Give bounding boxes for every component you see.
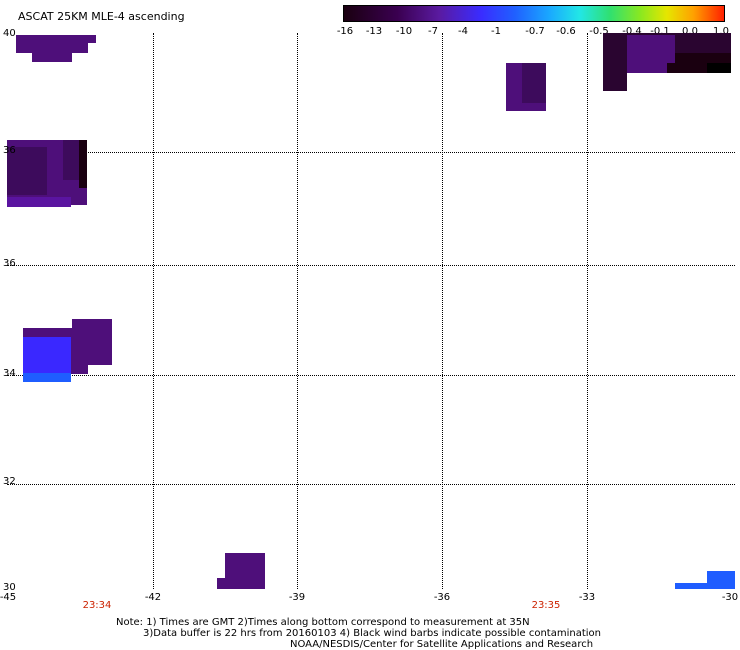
y-tick-label: 40 (3, 28, 16, 39)
x-tick-label: -33 (578, 592, 596, 603)
colorbar-label: -0.5 (589, 26, 609, 37)
grid-line-horizontal (7, 375, 735, 376)
y-tick-label: 36 (3, 145, 16, 156)
colorbar (343, 5, 725, 22)
grid-line-horizontal (7, 484, 735, 485)
grid-line-vertical (153, 33, 154, 589)
grid-line-vertical (442, 33, 443, 589)
colorbar-label: -0.6 (556, 26, 576, 37)
grid-line-vertical (297, 33, 298, 589)
x-tick-label: -39 (288, 592, 306, 603)
colorbar-label: -0.7 (525, 26, 545, 37)
colorbar-label: -1 (491, 26, 501, 37)
map-plot-area (7, 33, 735, 589)
grid-line-horizontal (7, 265, 735, 266)
y-tick-label: 32 (3, 476, 16, 487)
colorbar-label: 1.0 (713, 26, 729, 37)
grid-line-horizontal (7, 152, 735, 153)
y-tick-label: 36 (3, 258, 16, 269)
note-line: 3)Data buffer is 22 hrs from 20160103 4)… (143, 628, 601, 639)
colorbar-label: -16 (336, 26, 354, 37)
colorbar-label: -0.4 (622, 26, 642, 37)
y-tick-label: 34 (3, 368, 16, 379)
colorbar-label: -0.1 (650, 26, 670, 37)
grid-line-vertical (587, 33, 588, 589)
x-tick-label: -30 (721, 592, 739, 603)
x-tick-label: -45 (0, 592, 17, 603)
colorbar-label: -13 (365, 26, 383, 37)
credit-line: NOAA/NESDIS/Center for Satellite Applica… (290, 639, 594, 650)
colorbar-label: -10 (395, 26, 413, 37)
y-tick-label: 30 (3, 582, 16, 593)
pass-time: 23:34 (82, 600, 112, 611)
note-line: Note: 1) Times are GMT 2)Times along bot… (116, 617, 530, 628)
map-title: ASCAT 25KM MLE-4 ascending (18, 10, 185, 23)
colorbar-label: 0.0 (682, 26, 698, 37)
x-tick-label: -42 (144, 592, 162, 603)
colorbar-label: -4 (458, 26, 468, 37)
colorbar-label: -7 (428, 26, 438, 37)
pass-time: 23:35 (531, 600, 561, 611)
x-tick-label: -36 (433, 592, 451, 603)
